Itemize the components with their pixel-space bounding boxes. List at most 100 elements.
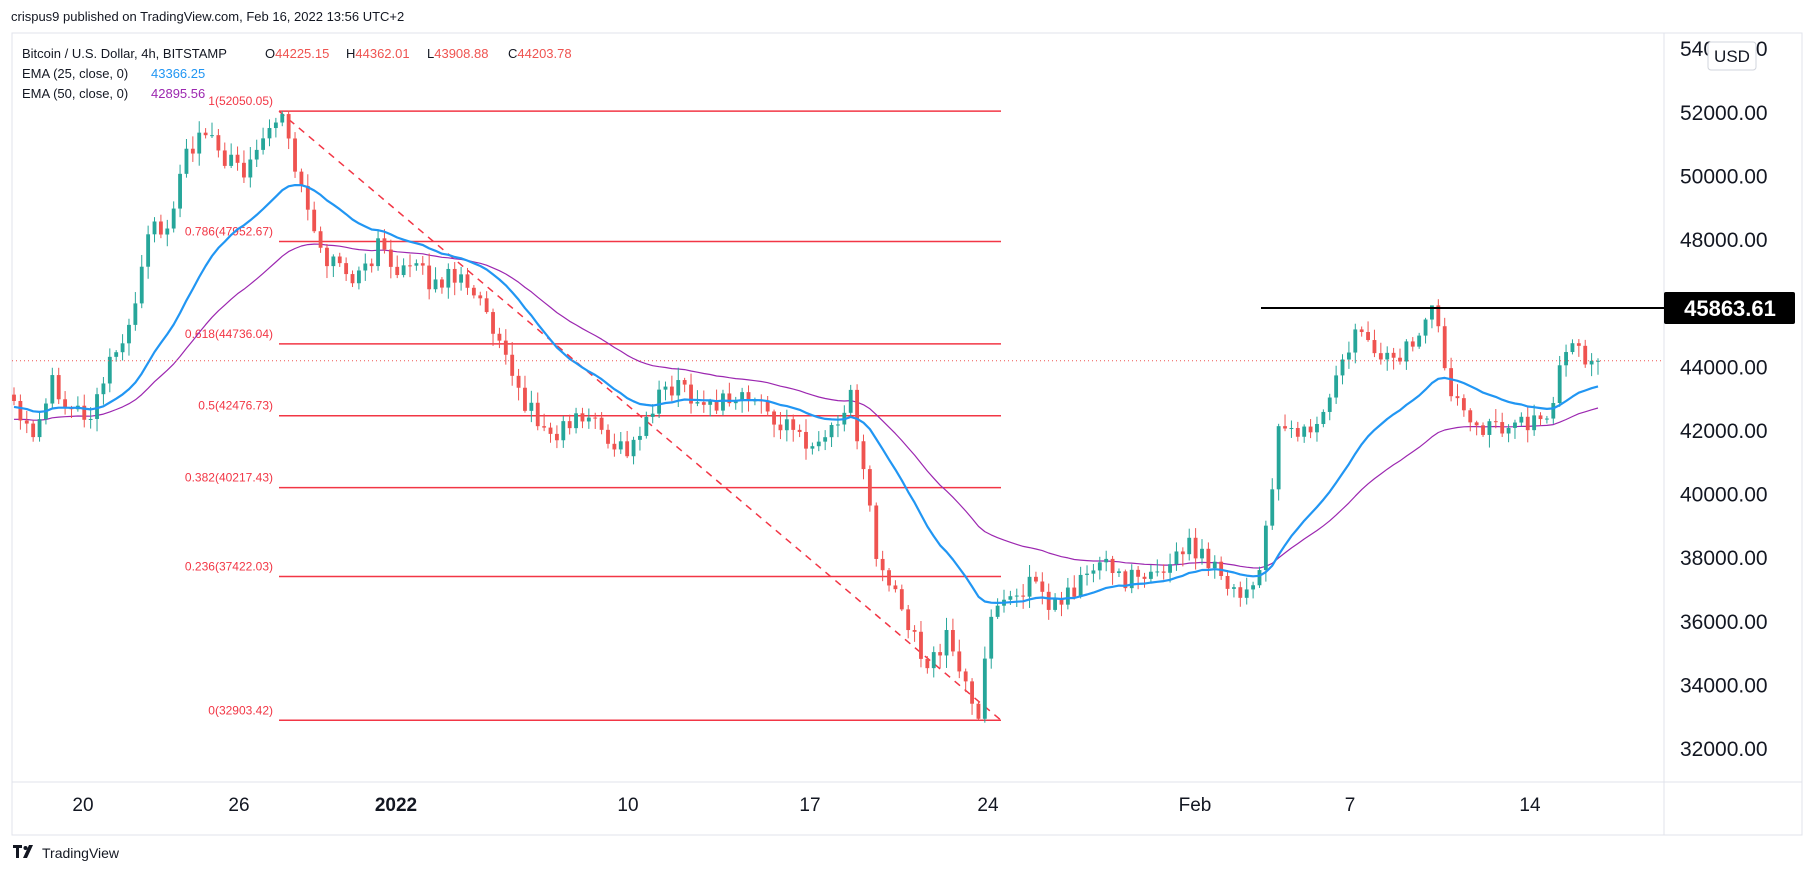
candle (970, 678, 974, 715)
candle-body (1315, 423, 1319, 433)
candle (1161, 564, 1166, 580)
candle (369, 258, 374, 273)
candle-body (254, 149, 259, 160)
candle (56, 367, 61, 405)
candle (612, 433, 617, 457)
candle (190, 136, 195, 162)
time-tick-label: 7 (1345, 795, 1356, 816)
candle (708, 398, 713, 417)
candle-body (1404, 341, 1409, 362)
candle (452, 262, 457, 296)
candle (1442, 317, 1447, 371)
candle (235, 146, 240, 171)
legend-ohlc: O44225.15 H44362.01 L43908.88 C44203.78 (265, 46, 572, 61)
fib-trend-line[interactable] (278, 110, 1002, 721)
candle-body (1417, 335, 1422, 347)
candle (1180, 547, 1185, 567)
candle-body (24, 420, 29, 424)
legend-symbol: Bitcoin / U.S. Dollar, 4h, BITSTAMP (22, 46, 227, 61)
candle-body (388, 249, 393, 267)
price-axis[interactable]: 54000.0052000.0050000.0048000.0044000.00… (1664, 38, 1795, 761)
candle (1027, 565, 1032, 608)
candle-body (1583, 345, 1588, 365)
candle (867, 465, 872, 512)
candle-body (1449, 368, 1454, 397)
candle-body (101, 383, 106, 395)
candle (1417, 332, 1422, 349)
candle (1308, 419, 1313, 439)
candle (944, 617, 949, 668)
candle-body (95, 394, 99, 419)
candle (931, 646, 936, 678)
candle (37, 411, 42, 442)
candle (12, 387, 16, 406)
candle (1353, 323, 1358, 364)
legend-ohlc-item: L43908.88 (427, 46, 488, 61)
fibonacci-retracement[interactable]: 1(52050.05) 0.786(47952.67) 0.618(44736.04… (185, 94, 1002, 722)
candle-body (816, 441, 821, 447)
candle-body (593, 417, 598, 419)
candle-body (216, 135, 221, 151)
candle (1436, 299, 1441, 333)
candle-body (1136, 569, 1141, 577)
candle-body (880, 558, 885, 571)
candle (816, 431, 821, 452)
candle (772, 409, 776, 438)
candle-body (772, 411, 776, 425)
candle (1474, 420, 1479, 436)
candle-body (152, 221, 157, 235)
candle (1021, 584, 1026, 609)
candle-body (893, 585, 898, 590)
candle (733, 396, 738, 410)
candle (1257, 566, 1262, 588)
candle-body (778, 424, 783, 431)
candle-body (970, 681, 974, 704)
candle-body (612, 443, 617, 450)
candle (1564, 344, 1568, 377)
candle (650, 404, 655, 424)
candle (1372, 329, 1377, 358)
candle (567, 414, 572, 435)
candle-body (1487, 421, 1492, 435)
candle (1276, 423, 1281, 501)
candle-body (1257, 570, 1262, 586)
candle-body (171, 208, 176, 229)
currency-badge[interactable]: USD (1707, 41, 1757, 71)
candle-body (580, 413, 585, 422)
candle-body (82, 405, 87, 420)
candle (516, 368, 521, 401)
candle (861, 434, 866, 480)
candle (548, 422, 553, 443)
candle (376, 229, 380, 271)
candle-body (158, 221, 163, 235)
candle (1097, 556, 1102, 580)
candle-body (695, 402, 700, 404)
candle-body (1046, 591, 1051, 610)
candle-body (906, 609, 911, 631)
fib-level-label: 1(52050.05) (208, 94, 273, 108)
candle-body (127, 324, 131, 344)
candle-body (305, 185, 310, 210)
candle-body (261, 138, 266, 150)
candle-body (344, 263, 349, 275)
candle (222, 142, 227, 169)
time-tick-label: Feb (1179, 795, 1212, 816)
candle-body (12, 394, 16, 401)
candle-body (503, 340, 508, 355)
fib-level-label: 0.382(40217.43) (185, 471, 273, 485)
candle-body (299, 171, 304, 186)
candle (631, 436, 636, 465)
candle-body (440, 279, 444, 288)
candle (1519, 412, 1524, 427)
candle-body (1589, 360, 1594, 365)
candle (1085, 565, 1089, 586)
time-axis[interactable]: 20 26 2022 10 17 24 Feb 7 14 (72, 795, 1541, 816)
candle-body (312, 209, 317, 232)
candle-body (887, 570, 891, 586)
candle-body (318, 231, 323, 248)
candle (669, 375, 674, 402)
candle-body (1040, 581, 1045, 592)
candle-body (1123, 571, 1128, 589)
candle-body (1493, 421, 1498, 423)
candle-body (267, 128, 272, 139)
